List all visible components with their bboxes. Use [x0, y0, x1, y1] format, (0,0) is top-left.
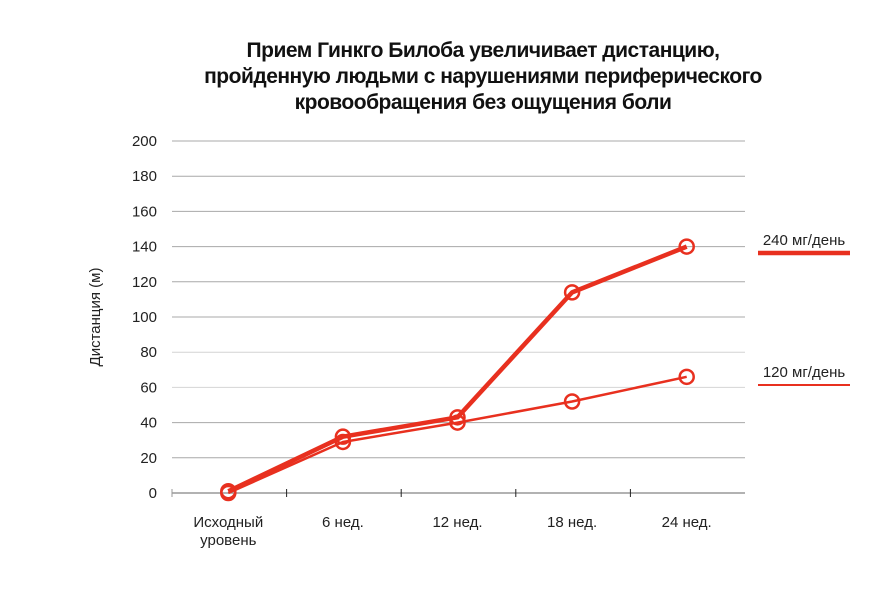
x-tick-label: 12 нед.: [432, 514, 482, 531]
y-tick-label: 180: [132, 168, 157, 185]
data-point: [220, 484, 237, 502]
legend-label: 240 мг/день: [763, 232, 846, 249]
x-tick-label: 6 нед.: [322, 514, 364, 531]
data-point: [449, 414, 466, 431]
y-tick-label: 60: [140, 379, 157, 396]
series-line: [227, 244, 688, 494]
y-tick-label: 100: [132, 309, 157, 326]
y-tick-label: 0: [149, 485, 157, 502]
data-point: [449, 409, 466, 426]
data-point: [334, 428, 352, 445]
y-tick-label: 200: [132, 133, 157, 150]
y-tick-label: 40: [140, 415, 157, 432]
y-tick-label: 140: [132, 239, 157, 256]
data-point: [334, 433, 352, 451]
y-tick-label: 20: [140, 450, 157, 467]
series-line: [227, 375, 687, 495]
x-tick-label: Исходный: [193, 514, 263, 531]
data-point: [563, 284, 581, 301]
data-point: [678, 238, 695, 255]
x-tick-label: уровень: [200, 532, 256, 549]
data-point: [563, 393, 581, 410]
title-line: Прием Гинкго Билоба увеличивает дистанци…: [246, 39, 720, 62]
x-tick-label: 24 нед.: [662, 514, 712, 531]
data-point: [678, 368, 695, 386]
y-axis-label: Дистанция (м): [87, 268, 104, 367]
chart-title: Прием Гинкго Билоба увеличивает дистанци…: [0, 38, 886, 116]
x-tick-label: 18 нед.: [547, 514, 597, 531]
legend-label: 120 мг/день: [763, 364, 846, 381]
y-tick-label: 120: [132, 274, 157, 291]
title-line: пройденную людьми с нарушениями перифери…: [204, 65, 762, 88]
title-line: кровообращения без ощущения боли: [294, 91, 672, 114]
y-tick-label: 80: [140, 344, 157, 361]
y-tick-label: 160: [132, 203, 157, 220]
